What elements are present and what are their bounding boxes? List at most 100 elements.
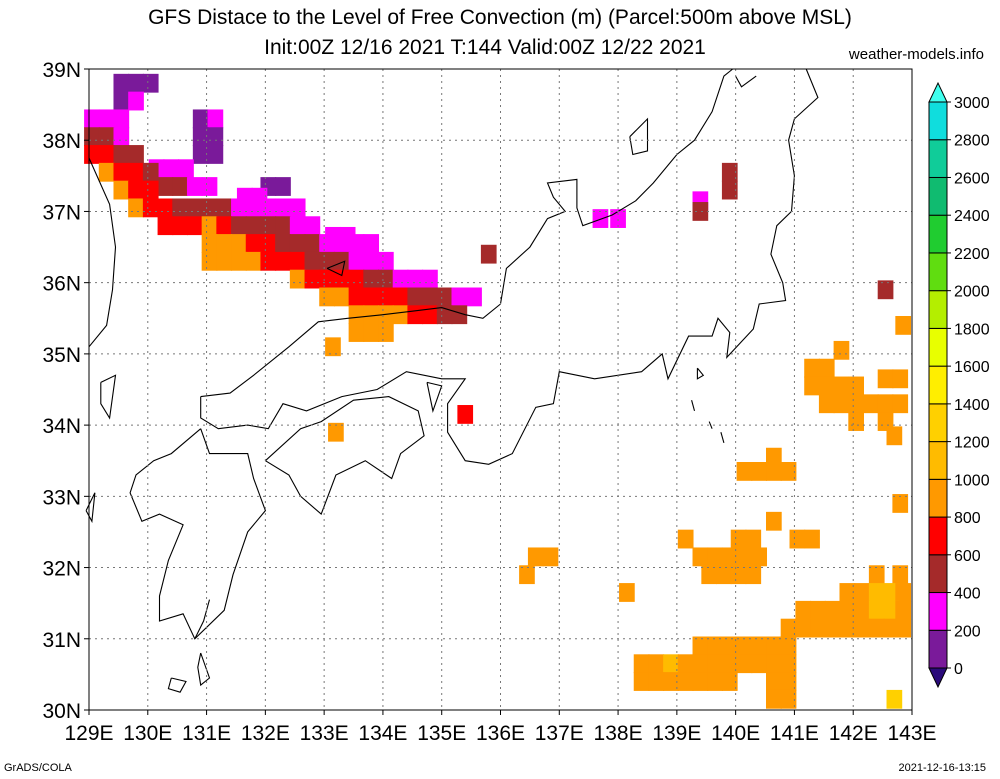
data-cell (113, 73, 130, 93)
x-tick-label: 142E (829, 722, 878, 745)
data-cell (275, 234, 291, 253)
colorbar-label: 1400 (954, 397, 990, 414)
data-cell (192, 127, 209, 147)
data-cell (877, 412, 894, 431)
data-cell (407, 287, 424, 307)
coast-line (129, 428, 267, 640)
data-cell (619, 583, 635, 602)
data-cell (98, 162, 115, 182)
colorbar-label: 2600 (954, 170, 990, 187)
data-cell (745, 529, 762, 549)
colorbar-cell (928, 554, 948, 594)
data-cell (868, 600, 885, 620)
data-cell (804, 376, 820, 396)
colorbar-label: 1000 (954, 472, 990, 489)
x-tick-label: 133E (300, 722, 349, 745)
colorbar-cell (928, 81, 948, 103)
x-tick-label: 131E (182, 722, 231, 745)
data-cell (542, 547, 559, 567)
data-cell (810, 600, 826, 620)
data-cell (231, 216, 247, 236)
colorbar-label: 600 (954, 548, 981, 565)
data-cell (766, 462, 782, 481)
data-cell (192, 109, 209, 129)
data-cell (378, 323, 394, 342)
colorbar-cell (928, 176, 948, 216)
data-cell (677, 654, 694, 674)
data-cell (319, 234, 335, 253)
data-cell (142, 162, 159, 182)
colorbar-cell (928, 139, 948, 178)
colorbar-label: 800 (954, 510, 981, 527)
y-tick-label: 36N (42, 273, 81, 296)
data-cell (527, 547, 544, 567)
x-tick-label: 140E (711, 722, 760, 745)
data-cell (201, 251, 218, 271)
data-cell (780, 672, 797, 691)
data-cell (128, 145, 144, 164)
colorbar-cell (928, 441, 948, 480)
data-cell (304, 234, 321, 253)
data-cell (810, 618, 826, 638)
data-cell (319, 287, 335, 307)
colorbar-cell (928, 478, 948, 518)
data-cell (363, 323, 380, 342)
data-cell (157, 216, 174, 236)
data-cell (113, 91, 130, 111)
data-cell (407, 269, 424, 289)
colorbar-cell (928, 403, 948, 443)
data-cell (260, 216, 277, 236)
data-cell (736, 547, 753, 567)
data-cell (436, 287, 453, 307)
data-cell (128, 91, 144, 111)
data-cell (231, 198, 247, 218)
y-tick-label: 38N (42, 130, 81, 153)
coast-line (100, 374, 117, 420)
data-cell (766, 672, 782, 691)
coast-line (167, 677, 187, 693)
data-cell (745, 565, 762, 585)
data-cell (663, 672, 679, 691)
x-tick-label: 132E (241, 722, 290, 745)
data-cell (289, 269, 306, 289)
axis-ticks: 129E 130E 131E 132E 133E 134E 135E 136E 137E 138E… (42, 59, 936, 745)
colorbar-label: 200 (954, 623, 981, 640)
data-cell (304, 251, 321, 271)
data-cell (378, 287, 394, 307)
data-cell (721, 654, 738, 674)
gridlines (89, 69, 912, 710)
data-cell (348, 287, 365, 307)
coast-line (265, 396, 425, 516)
data-cell (128, 162, 144, 182)
data-cell (231, 251, 247, 271)
data-cell (751, 654, 768, 674)
data-cell (795, 600, 812, 620)
chart-subtitle: Init:00Z 12/16 2021 T:144 Valid:00Z 12/2… (264, 36, 706, 59)
data-cell (392, 305, 409, 325)
colorbar-label: 3000 (954, 95, 990, 112)
data-cell (780, 654, 797, 674)
data-cell (333, 269, 350, 289)
data-cell (895, 315, 912, 335)
data-cell (707, 672, 723, 691)
data-cell (113, 162, 130, 182)
data-cell (378, 251, 394, 271)
data-cell (216, 234, 233, 253)
colorbar-cell (928, 365, 948, 405)
data-cell (333, 251, 350, 271)
x-tick-label: 129E (64, 722, 113, 745)
data-cell (877, 394, 894, 414)
data-cell (363, 305, 380, 325)
data-cell (804, 358, 820, 378)
data-cell (692, 672, 709, 691)
data-cell (648, 654, 665, 674)
y-tick-label: 33N (42, 486, 81, 509)
data-cell (84, 145, 100, 164)
data-cell (113, 127, 130, 147)
data-cell (863, 394, 879, 414)
data-cell (348, 234, 365, 253)
data-cell (98, 109, 115, 129)
data-cell (231, 234, 247, 253)
data-cell (766, 689, 782, 709)
data-cell (795, 618, 812, 638)
